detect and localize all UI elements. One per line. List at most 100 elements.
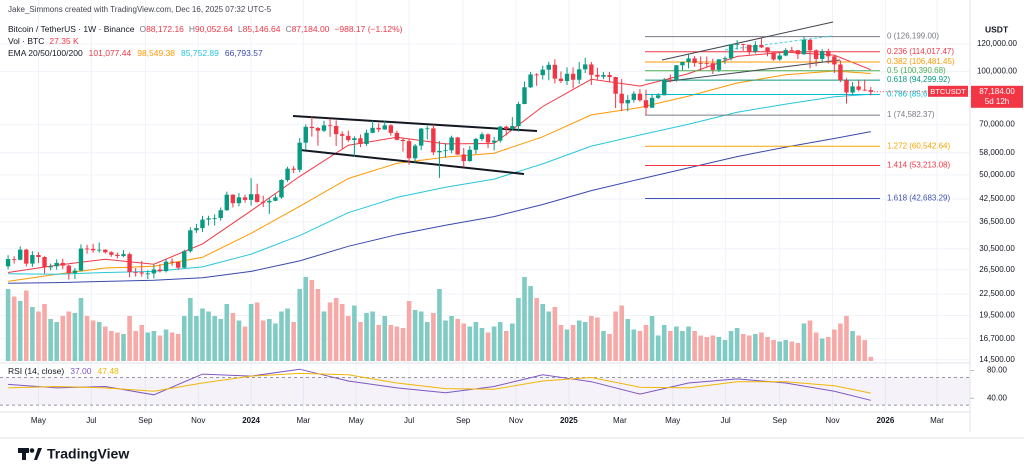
rsi-line <box>8 368 871 401</box>
candle-body <box>534 74 539 76</box>
volume-bar <box>96 322 102 361</box>
candle-body <box>425 128 430 130</box>
volume-bar <box>674 326 679 361</box>
candle-body <box>856 86 861 90</box>
volume-bar <box>734 328 740 361</box>
volume-bar <box>698 335 703 361</box>
candle-body <box>662 79 667 96</box>
candle-body <box>473 138 479 150</box>
volume-bar <box>613 311 618 361</box>
candle-body <box>479 134 485 139</box>
candle-body <box>327 125 333 127</box>
volume-bar <box>72 313 78 361</box>
volume-bar <box>200 308 205 361</box>
volume-bar <box>783 340 789 361</box>
volume-bar <box>625 319 631 361</box>
candle-body <box>24 249 29 264</box>
volume-bar <box>273 323 278 361</box>
candle-body <box>406 141 412 159</box>
candle-body <box>741 44 746 45</box>
volume-bar <box>825 337 831 361</box>
symbol-tag-label: BTCUSDT <box>930 87 966 96</box>
volume-bar <box>540 304 546 361</box>
volume-bar <box>212 316 217 361</box>
candle-body <box>522 87 527 104</box>
candle-body <box>157 269 163 272</box>
volume-bar <box>485 332 491 361</box>
volume-bar <box>139 325 145 361</box>
volume-bar <box>558 325 564 361</box>
candle-body <box>844 80 849 93</box>
candle-body <box>862 89 867 91</box>
volume-bar <box>467 326 473 361</box>
volume-bar <box>716 337 722 361</box>
volume-bar <box>285 308 290 361</box>
candle-body <box>595 74 600 77</box>
ohlc-value: 90,052.64 <box>195 24 233 34</box>
candle-body <box>151 269 157 274</box>
volume-bar <box>36 311 41 361</box>
x-tick-label: Mar <box>930 416 944 425</box>
volume-bar <box>254 302 260 361</box>
candle-body <box>734 44 740 45</box>
volume-bar <box>449 316 454 361</box>
volume-bar <box>309 280 315 361</box>
volume-bar <box>528 286 533 361</box>
volume-bar <box>807 320 813 361</box>
candle-body <box>826 51 831 57</box>
candle-body <box>194 228 199 231</box>
volume-bar <box>819 338 825 361</box>
candle-body <box>224 194 229 211</box>
candle-body <box>668 79 673 81</box>
volume-bar <box>42 304 47 361</box>
volume-bar <box>789 341 795 361</box>
candle-body <box>589 64 594 75</box>
volume-bar <box>297 289 302 361</box>
candle-body <box>868 90 873 92</box>
volume-bar <box>522 277 527 361</box>
volume-bar <box>868 356 874 361</box>
x-tick-label: May <box>349 416 364 425</box>
rsi-pane <box>0 368 974 406</box>
fib-level-label: 0.5 (100,390.68) <box>887 66 946 75</box>
y-tick-label: 30,500.00 <box>979 244 1015 253</box>
volume-bar <box>424 322 430 361</box>
x-tick-label: Sep <box>138 416 153 425</box>
y-tick-label: 42,500.00 <box>979 194 1015 203</box>
candle-body <box>710 63 716 70</box>
volume-bar <box>406 301 412 361</box>
candle-body <box>54 262 59 267</box>
volume-bar <box>102 326 108 361</box>
symbol-legend: Bitcoin / TetherUS · 1W · Binance O88,172… <box>8 24 403 34</box>
volume-bar <box>364 313 369 361</box>
candle-body <box>242 197 248 200</box>
volume-bar <box>534 298 539 361</box>
volume-bar <box>84 316 90 361</box>
y-tick-label: 16,700.00 <box>979 334 1015 343</box>
y-tick-label: 120,000.00 <box>977 39 1018 48</box>
candle-body <box>625 99 630 104</box>
candle-body <box>200 219 205 229</box>
candle-body <box>285 168 290 181</box>
candle-body <box>364 132 369 144</box>
candle-body <box>692 58 697 63</box>
candle-body <box>145 273 151 275</box>
candle-body <box>686 58 691 62</box>
volume-bar <box>5 289 11 361</box>
volume-bar <box>680 331 685 361</box>
candle-body <box>850 86 855 93</box>
candle-body <box>449 137 454 151</box>
volume-bar <box>455 319 460 361</box>
x-tick-label: Mar <box>613 416 627 425</box>
volume-bar <box>54 322 59 361</box>
volume-bar <box>224 304 230 361</box>
volume-bar <box>607 334 612 361</box>
volume-bar <box>236 320 242 361</box>
candle-body <box>777 55 782 60</box>
candle-body <box>765 47 770 53</box>
volume-bar <box>838 323 843 361</box>
volume-bar <box>248 304 254 361</box>
volume-bar <box>668 331 673 361</box>
volume-bar <box>400 328 406 361</box>
